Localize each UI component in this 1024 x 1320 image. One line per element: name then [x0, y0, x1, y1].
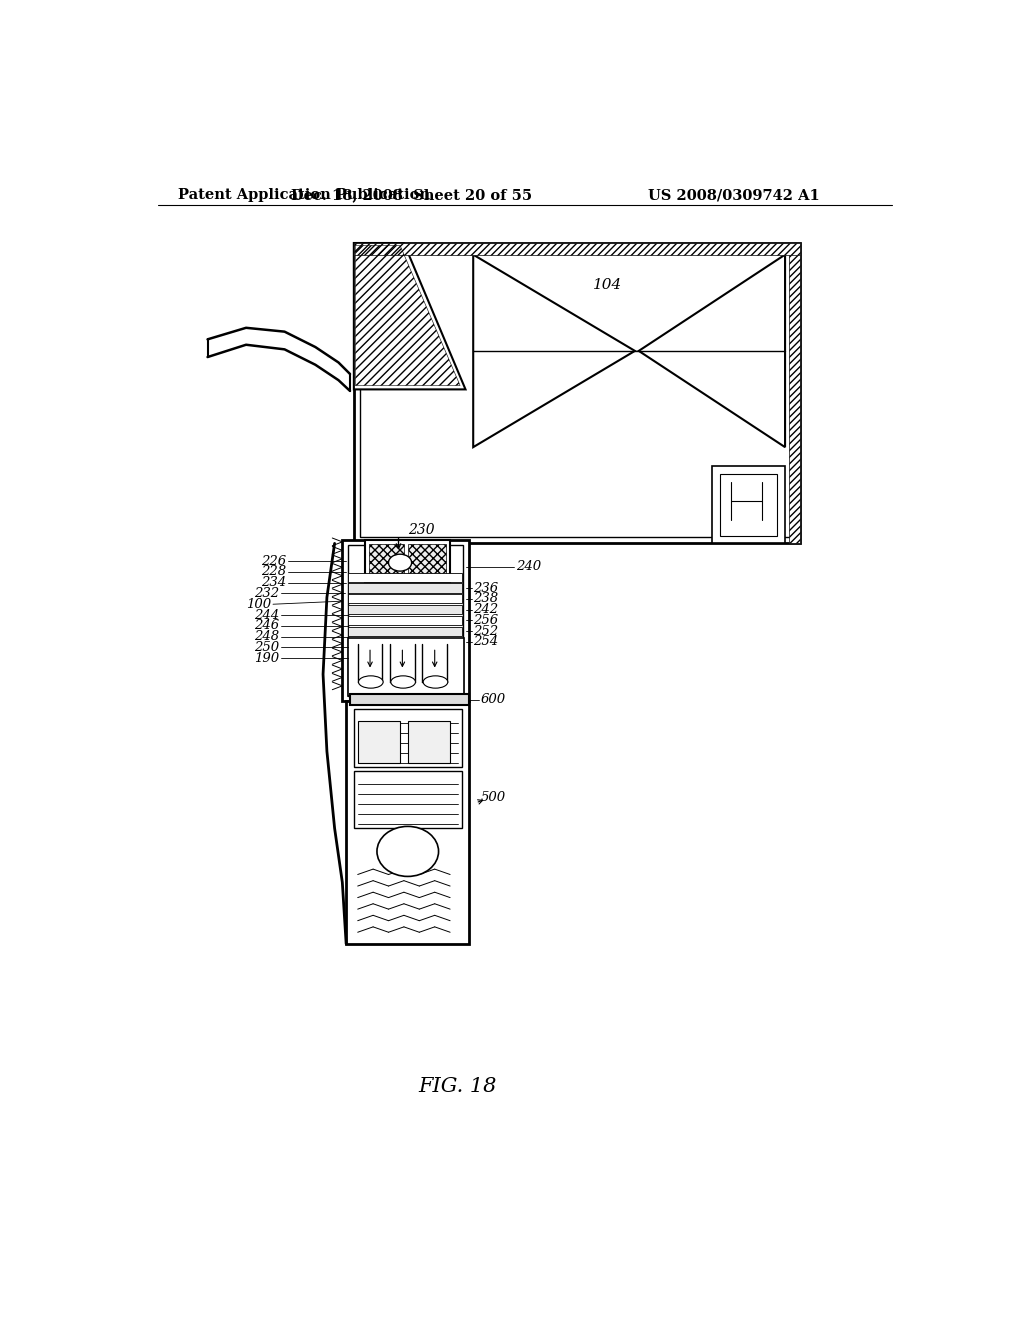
Text: FIG. 18: FIG. 18: [419, 1077, 497, 1096]
Bar: [357, 721, 400, 763]
Bar: [720, 474, 777, 536]
Text: 240: 240: [515, 560, 541, 573]
Bar: [354, 243, 392, 276]
Bar: [348, 594, 463, 603]
Polygon shape: [354, 243, 466, 389]
Bar: [348, 615, 463, 626]
Ellipse shape: [358, 676, 383, 688]
Bar: [348, 545, 463, 696]
Text: 232: 232: [254, 587, 280, 601]
Ellipse shape: [391, 676, 416, 688]
Text: 600: 600: [481, 693, 506, 706]
Bar: [348, 638, 464, 696]
Text: 242: 242: [473, 603, 499, 616]
Text: 104: 104: [593, 279, 622, 293]
Text: US 2008/0309742 A1: US 2008/0309742 A1: [648, 189, 820, 202]
Bar: [346, 701, 469, 944]
Text: Dec. 18, 2008  Sheet 20 of 55: Dec. 18, 2008 Sheet 20 of 55: [291, 189, 532, 202]
Text: 228: 228: [261, 565, 286, 578]
Text: 250: 250: [254, 640, 280, 653]
Text: 226: 226: [261, 554, 286, 568]
Bar: [348, 583, 463, 593]
Bar: [348, 573, 463, 582]
Text: 230: 230: [408, 523, 434, 536]
Bar: [350, 693, 469, 705]
Bar: [354, 243, 801, 255]
Ellipse shape: [388, 554, 412, 572]
Ellipse shape: [423, 676, 447, 688]
Bar: [370, 544, 403, 578]
Text: 244: 244: [254, 609, 280, 622]
Text: 246: 246: [254, 619, 280, 632]
Bar: [348, 627, 463, 636]
Polygon shape: [473, 255, 635, 447]
Text: 254: 254: [473, 635, 499, 648]
Text: 100: 100: [247, 598, 271, 611]
Bar: [360, 249, 795, 537]
Text: 190: 190: [254, 652, 280, 665]
Bar: [354, 709, 462, 767]
Bar: [788, 243, 801, 544]
Text: 256: 256: [473, 614, 499, 627]
Bar: [348, 605, 463, 614]
Bar: [354, 771, 462, 829]
Bar: [354, 243, 801, 544]
Text: 238: 238: [473, 593, 499, 606]
Polygon shape: [639, 255, 785, 447]
Text: 252: 252: [473, 624, 499, 638]
Bar: [366, 540, 451, 582]
Text: 248: 248: [254, 630, 280, 643]
Text: Patent Application Publication: Patent Application Publication: [178, 189, 430, 202]
Bar: [408, 544, 446, 578]
Bar: [408, 721, 451, 763]
Ellipse shape: [377, 826, 438, 876]
Bar: [342, 540, 469, 701]
Text: 236: 236: [473, 582, 499, 594]
Bar: [357, 247, 388, 272]
Text: 500: 500: [481, 791, 506, 804]
Text: 234: 234: [261, 576, 286, 589]
Bar: [712, 466, 785, 544]
